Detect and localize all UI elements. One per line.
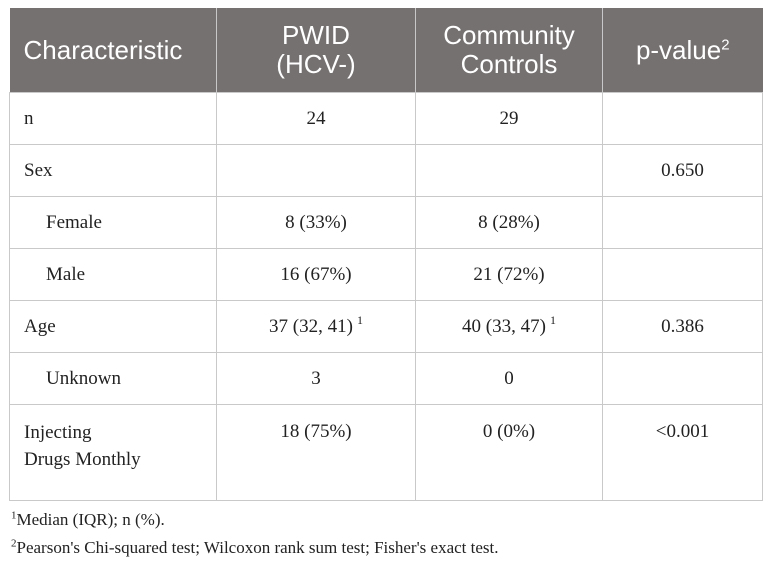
header-characteristic-label: Characteristic [23, 34, 183, 65]
header-community-controls: Community Controls [415, 8, 603, 93]
row-label: Unknown [9, 352, 217, 405]
row-label-line1: Injecting [24, 422, 92, 443]
table-row: Male 16 (67%) 21 (72%) [9, 248, 763, 301]
cell-pvalue: 0.650 [602, 144, 763, 197]
table-row: Injecting Drugs Monthly 18 (75%) 0 (0%) <… [9, 404, 763, 501]
row-label: Injecting Drugs Monthly [9, 404, 217, 501]
cell-pwid: 3 [216, 352, 416, 405]
header-characteristic: Characteristic [9, 8, 217, 93]
table-body: n 24 29 Sex 0.650 Female 8 (33%) 8 (28%)… [9, 92, 763, 501]
footnote-marker: 1 [356, 313, 363, 328]
cell-pvalue: <0.001 [602, 404, 763, 501]
footnote-2-marker: 2 [11, 537, 17, 550]
header-pwid-line2: (HCV-) [276, 49, 356, 79]
cell-pwid: 16 (67%) [216, 248, 416, 301]
row-label: Male [9, 248, 217, 301]
cell-pvalue [602, 92, 763, 145]
row-label-line2: Drugs Monthly [24, 449, 141, 470]
footnote-1: 1Median (IQR); n (%). [11, 509, 762, 531]
cell-pwid: 18 (75%) [216, 404, 416, 501]
cell-controls [415, 144, 603, 197]
cell-pvalue: 0.386 [602, 300, 763, 353]
header-row: Characteristic PWID (HCV-) Community Contr… [9, 8, 763, 93]
cell-pvalue [602, 248, 763, 301]
cell-controls: 8 (28%) [415, 196, 603, 249]
footnote-1-text: Median (IQR); n (%). [16, 510, 165, 529]
table-row: Unknown 3 0 [9, 352, 763, 405]
header-controls-line2: Controls [460, 49, 558, 79]
table-header: Characteristic PWID (HCV-) Community Contr… [9, 8, 763, 93]
cell-controls: 40 (33, 47) 1 [415, 300, 603, 353]
cell-controls: 0 [415, 352, 603, 405]
characteristics-table: Characteristic PWID (HCV-) Community Contr… [9, 8, 763, 501]
footnote-2-text: Pearson's Chi-squared test; Wilcoxon ran… [16, 538, 499, 557]
header-pvalue-footnote-marker: 2 [721, 35, 730, 53]
footnote-marker: 1 [549, 313, 556, 328]
row-label: n [9, 92, 217, 145]
cell-pwid: 37 (32, 41) 1 [216, 300, 416, 353]
cell-pwid: 24 [216, 92, 416, 145]
row-label: Age [9, 300, 217, 353]
cell-controls: 0 (0%) [415, 404, 603, 501]
data-table-container: Characteristic PWID (HCV-) Community Contr… [9, 8, 763, 565]
header-controls-line1: Community [443, 20, 575, 50]
table-footnotes: 1Median (IQR); n (%). 2Pearson's Chi-squ… [9, 509, 762, 559]
row-label: Sex [9, 144, 217, 197]
table-row: Female 8 (33%) 8 (28%) [9, 196, 763, 249]
table-row: Age 37 (32, 41) 1 40 (33, 47) 1 0.386 [9, 300, 763, 353]
cell-pvalue [602, 196, 763, 249]
cell-controls: 29 [415, 92, 603, 145]
header-pvalue-label: p-value [635, 34, 722, 65]
header-pwid-line1: PWID [282, 20, 350, 50]
table-row: n 24 29 [9, 92, 763, 145]
cell-pwid [216, 144, 416, 197]
cell-controls-value: 40 (33, 47) [462, 315, 546, 337]
footnote-2: 2Pearson's Chi-squared test; Wilcoxon ra… [11, 537, 762, 559]
cell-pvalue [602, 352, 763, 405]
cell-pwid-value: 37 (32, 41) [269, 315, 353, 337]
header-pvalue: p-value2 [602, 8, 763, 93]
cell-controls: 21 (72%) [415, 248, 603, 301]
row-label: Female [9, 196, 217, 249]
table-row: Sex 0.650 [9, 144, 763, 197]
footnote-1-marker: 1 [11, 509, 17, 522]
cell-pwid: 8 (33%) [216, 196, 416, 249]
header-pwid: PWID (HCV-) [216, 8, 416, 93]
